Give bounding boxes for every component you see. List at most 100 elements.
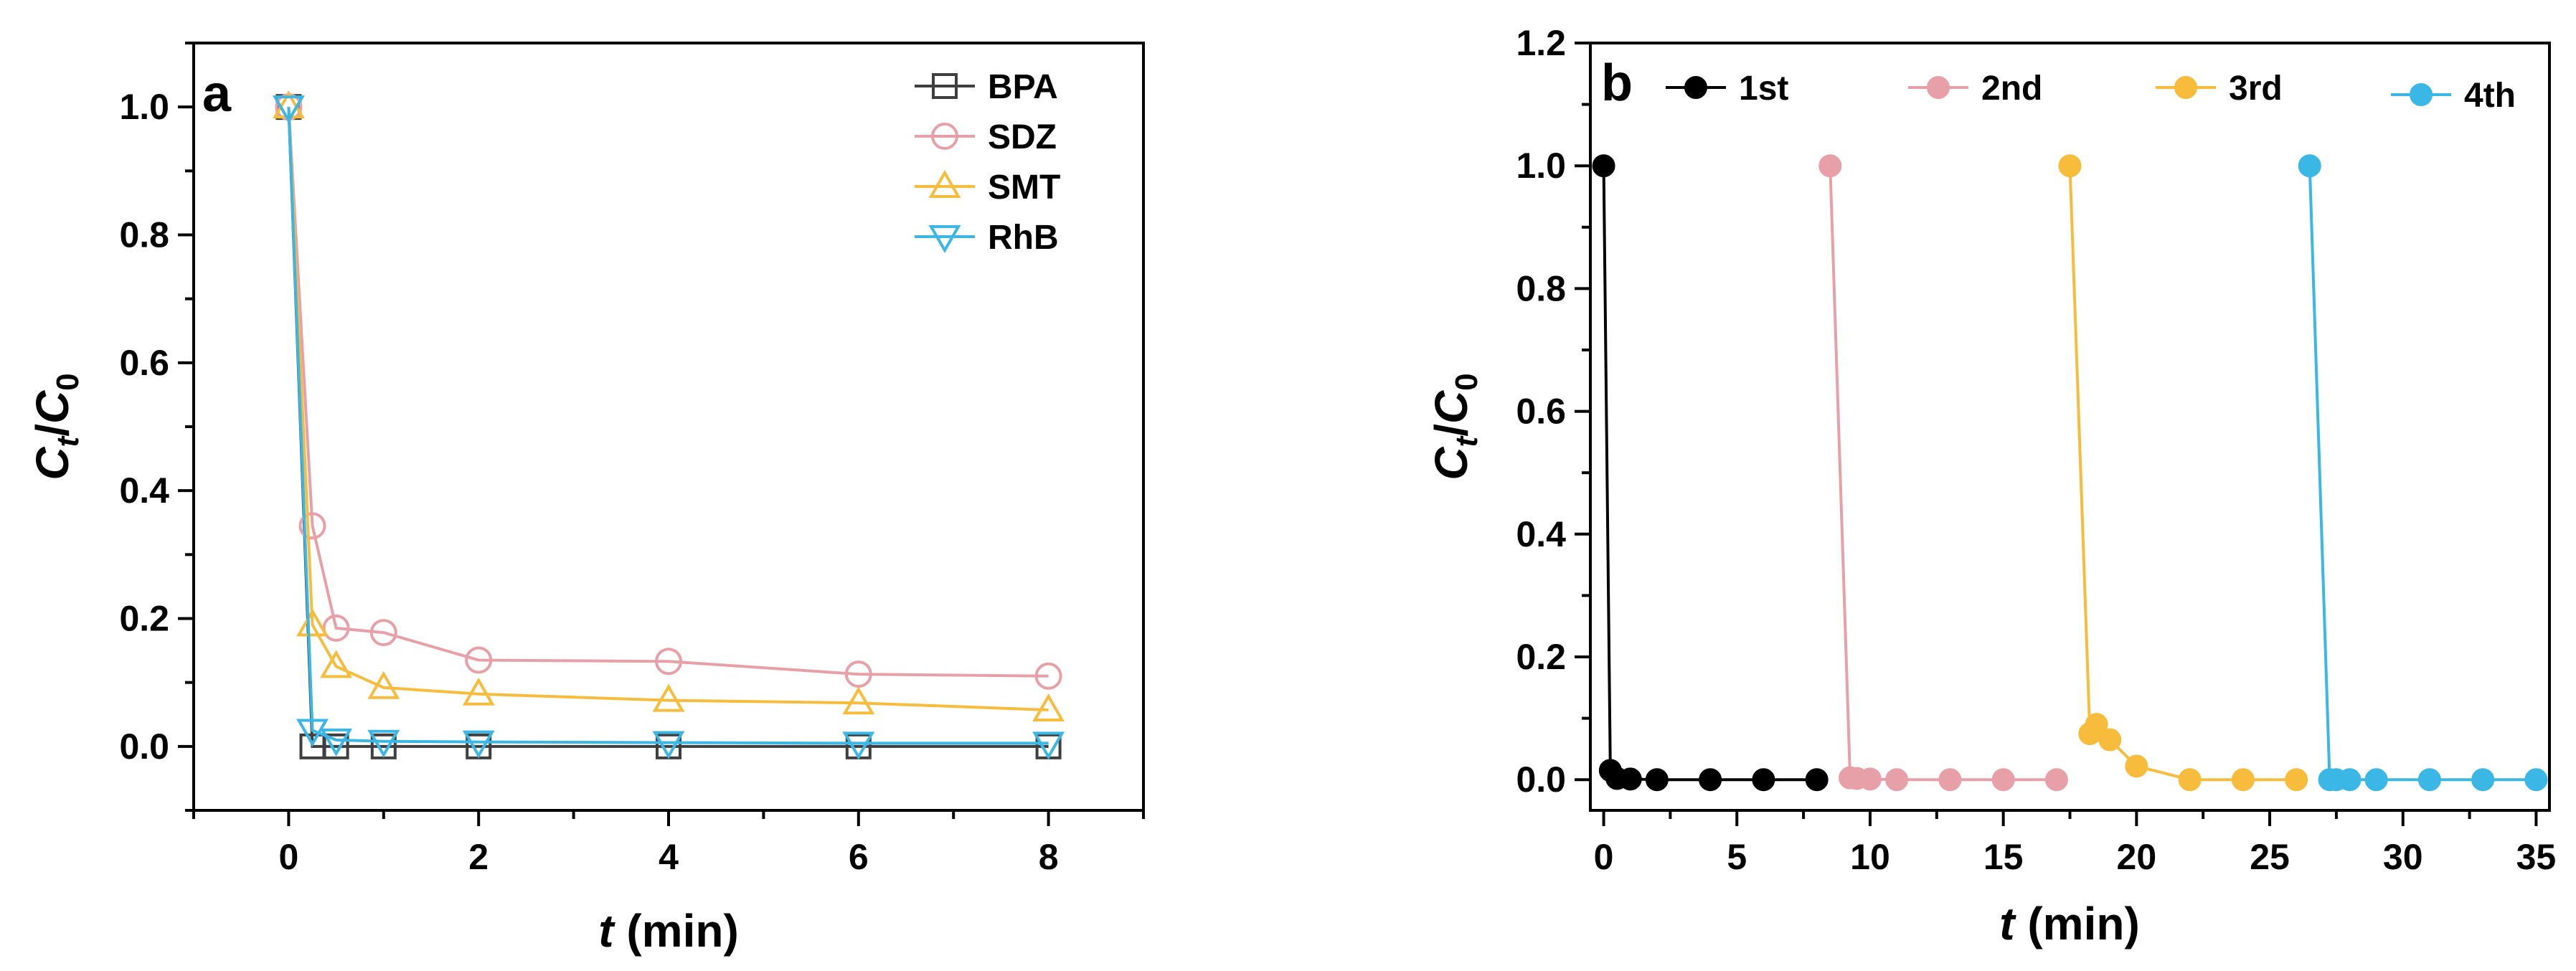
panel-b-series-1st-point: [1592, 154, 1615, 178]
panel-b-x-tick-label: 15: [1983, 837, 2024, 877]
panel-b-series-3rd-line: [2068, 166, 2297, 782]
panel-a-series-rhb-point: [272, 95, 305, 124]
panel-a-series-bpa-point: [370, 733, 397, 759]
panel-a-series-sdz-point: [322, 614, 350, 642]
panel-b-series-2nd-point: [1938, 768, 1962, 792]
panel-a-series-smt-point: [462, 677, 495, 706]
panel-a-series-smt-point: [296, 608, 329, 637]
panel-a-series-smt-point: [842, 686, 875, 715]
panel-a-legend-smt-marker: [928, 169, 961, 198]
panel-a-x-tick-label: 0: [278, 837, 298, 877]
panel-b-legend-4th-marker: [2410, 83, 2433, 106]
panel-b-series-1st-point: [1699, 768, 1722, 792]
panel-b-x-tick-label: 20: [2117, 837, 2157, 877]
panel-b-series-3rd-point: [2058, 154, 2082, 178]
panel-a-series-smt-point: [1032, 693, 1065, 722]
panel-a-series-rhb-point: [842, 731, 875, 760]
panel-b-series-4th-point: [2298, 154, 2321, 178]
panel-a-series-sdz-point: [465, 646, 493, 674]
panel-a-series-smt-point: [367, 671, 400, 699]
panel-a-frame: [192, 42, 1145, 812]
panel-b-legend-4th-label: 4th: [2464, 77, 2516, 115]
panel-b-legend-2nd-marker: [1927, 76, 1950, 99]
panel-b-y-tick-label: 1.2: [1516, 23, 1566, 63]
panel-a-y-tick-label: 0.2: [119, 599, 169, 639]
panel-b-series-1st-point: [1752, 768, 1775, 792]
panel-a-legend-bpa-marker: [932, 73, 958, 99]
panel-b-series-4th-point: [2364, 768, 2388, 792]
panel-a-y-axis-title: Ct/C0: [27, 373, 85, 480]
panel-a-legend-rhb-marker: [928, 225, 961, 254]
panel-b-letter: b: [1601, 55, 1633, 112]
panel-b-y-tick-label: 0.8: [1516, 268, 1566, 308]
panel-a-legend-bpa-label: BPA: [988, 68, 1058, 106]
panel-a-series-rhb-point: [1032, 731, 1065, 760]
panel-a-series-rhb-point: [296, 719, 329, 747]
panel-a-y-tick-label: 0.6: [119, 343, 169, 383]
panel-a-y-tick-label: 0.4: [119, 470, 169, 511]
panel-b-x-axis-title: t (min): [1999, 898, 2140, 949]
panel-b-series-2nd-point: [1858, 767, 1882, 791]
panel-b-y-tick-label: 1.0: [1516, 146, 1566, 186]
panel-b-series-2nd-point: [1885, 768, 1909, 792]
panel-b-y-axis-title: Ct/C0: [1425, 373, 1484, 480]
panel-a-x-tick-label: 2: [468, 837, 489, 877]
panel-a-series-smt-point: [652, 683, 685, 712]
panel-b-series-2nd-point: [1991, 768, 2015, 792]
panel-b: b 0 5 10 15 20 25 30 35 0.0 0.2 0.4 0.6 0.8 1.0 1.2 1s…: [1425, 23, 2556, 949]
panel-b-series-2nd-line: [1829, 166, 2057, 782]
panel-a-series-sdz-point: [844, 660, 872, 688]
panel-b-series-4th-point: [2524, 768, 2548, 792]
panel-b-series-1st-point: [1618, 767, 1642, 791]
panel-a-series-rhb-point: [320, 728, 353, 757]
panel-a-series-rhb-point: [652, 731, 685, 759]
panel-a-x-axis-title: t (min): [598, 905, 739, 957]
panel-b-series-2nd-point: [1818, 154, 1842, 178]
panel-b-legend-1st-marker: [1684, 76, 1707, 99]
panel-b-series-1st-line: [1602, 166, 1817, 782]
panel-b-y-tick-label: 0.4: [1516, 514, 1566, 554]
panel-b-x-tick-label: 25: [2250, 837, 2290, 877]
panel-b-series-1st-point: [1805, 768, 1829, 792]
panel-b-series-1st-point: [1645, 768, 1669, 792]
panel-a-x-tick-label: 6: [849, 837, 869, 877]
panel-b-legend-2nd-label: 2nd: [1981, 70, 2042, 108]
panel-a-series-bpa-point: [323, 733, 349, 759]
panel-a-y-tick-label: 0.0: [119, 726, 169, 767]
panel-b-x-tick-label: 0: [1594, 837, 1614, 877]
panel-a-series-smt-point: [320, 650, 353, 678]
panel-a-series-sdz-point: [1034, 662, 1062, 690]
panel-b-series-3rd-point: [2085, 713, 2108, 736]
panel-b-series-4th-point: [2338, 768, 2362, 792]
panel-b-x-tick-label: 5: [1727, 837, 1747, 877]
panel-b-y-tick-label: 0.2: [1516, 637, 1566, 677]
panel-b-legend-3rd-label: 3rd: [2229, 70, 2283, 108]
panel-a-x-tick-label: 4: [659, 837, 679, 877]
panel-b-legend-1st-label: 1st: [1739, 70, 1788, 108]
panel-b-series-4th-point: [2471, 768, 2495, 792]
panel-b-legend-3rd-marker: [2174, 76, 2197, 99]
panel-b-series-3rd-point: [2231, 768, 2255, 792]
panel-b-series-3rd-point: [2125, 754, 2148, 778]
panel-b-x-tick-label: 30: [2383, 837, 2423, 877]
panel-a-series-rhb-line: [287, 107, 1049, 745]
panel-a: a 0 2 4 6 8 0.0 0.2 0.4 0.6 0.8 1.0 BPA SDZ SMT RhB t…: [27, 42, 1145, 957]
panel-a-series-rhb-point: [462, 730, 495, 759]
panel-a-series-sdz-point: [298, 512, 326, 540]
panel-a-legend-rhb-label: RhB: [988, 219, 1059, 257]
panel-a-x-tick-label: 8: [1039, 837, 1059, 877]
panel-a-series-sdz-point: [369, 619, 397, 647]
panel-b-x-tick-label: 35: [2516, 837, 2557, 877]
panel-b-y-tick-label: 0.0: [1516, 759, 1566, 800]
panel-a-y-tick-label: 0.8: [119, 215, 169, 255]
panel-a-legend-sdz-marker: [931, 123, 958, 150]
panel-a-legend-smt-label: SMT: [988, 169, 1060, 207]
panel-b-series-3rd-point: [2178, 768, 2202, 792]
panel-a-series-smt-line: [287, 107, 1049, 712]
panel-b-series-3rd-point: [2285, 768, 2308, 792]
panel-a-series-bpa-line: [287, 107, 1049, 748]
panel-b-series-2nd-point: [2044, 768, 2068, 792]
panel-a-series-rhb-point: [367, 729, 400, 758]
panel-b-x-tick-label: 10: [1850, 837, 1890, 877]
